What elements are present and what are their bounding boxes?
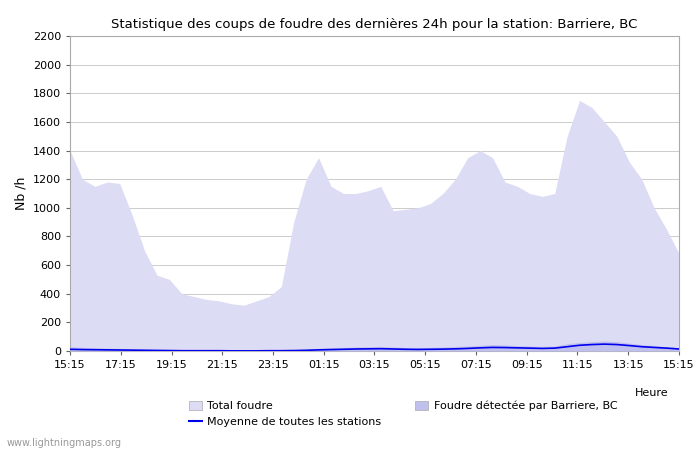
Legend: Total foudre, Moyenne de toutes les stations, Foudre détectée par Barriere, BC: Total foudre, Moyenne de toutes les stat… — [186, 397, 621, 431]
Y-axis label: Nb /h: Nb /h — [14, 177, 27, 210]
Text: www.lightningmaps.org: www.lightningmaps.org — [7, 438, 122, 448]
Text: Heure: Heure — [635, 388, 668, 398]
Title: Statistique des coups de foudre des dernières 24h pour la station: Barriere, BC: Statistique des coups de foudre des dern… — [111, 18, 638, 31]
